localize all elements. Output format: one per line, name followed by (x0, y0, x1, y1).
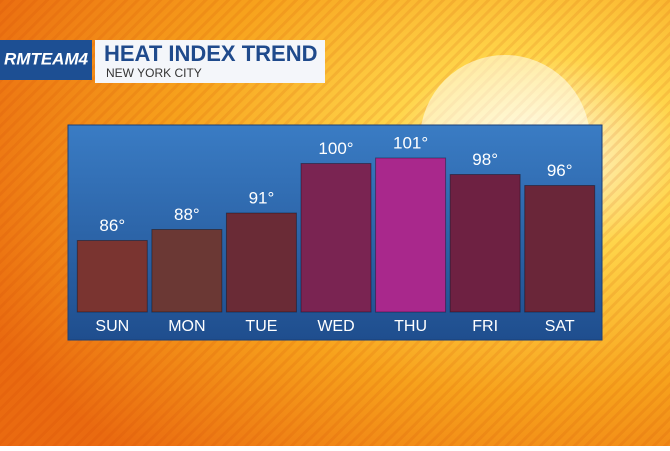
value-label: 101° (393, 133, 428, 152)
bar (449, 174, 521, 313)
x-tick-label: THU (394, 318, 427, 335)
bar (76, 240, 148, 313)
x-tick-label: TUE (245, 318, 277, 335)
chart-title: HEAT INDEX TREND (104, 41, 318, 66)
bar (151, 229, 223, 313)
value-label: 96° (547, 161, 573, 180)
logo-box (0, 40, 92, 80)
x-tick-label: MON (168, 318, 205, 335)
logo: RMTEAM4 (4, 49, 89, 68)
chart-subtitle: NEW YORK CITY (106, 66, 202, 80)
x-tick-label: FRI (472, 318, 498, 335)
value-label: 91° (249, 188, 275, 207)
title-box (95, 40, 325, 83)
x-tick-label: WED (317, 318, 354, 335)
value-label: 86° (99, 216, 125, 235)
value-label: 100° (318, 139, 353, 158)
bar (225, 212, 297, 313)
bar (300, 163, 372, 313)
value-label: 98° (472, 150, 498, 169)
value-label: 88° (174, 205, 200, 224)
bar (375, 157, 447, 313)
x-tick-label: SAT (545, 318, 575, 335)
x-tick-label: SUN (95, 318, 129, 335)
bar (524, 185, 596, 313)
